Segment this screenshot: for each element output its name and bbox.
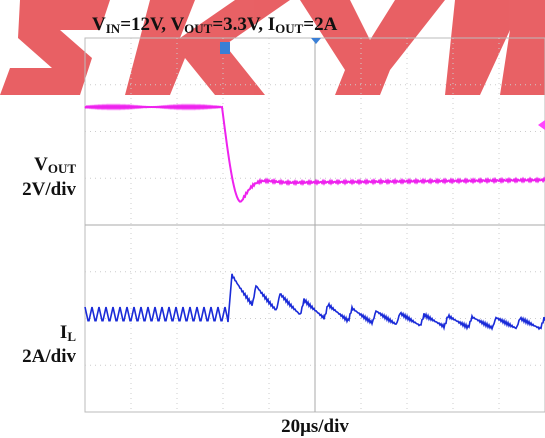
text-part: =12V, V bbox=[120, 14, 184, 35]
scope-screenshot: VIN=12V, VOUT=3.3V, IOUT=2A VOUT 2V/div … bbox=[0, 0, 545, 438]
text-part: I bbox=[60, 322, 67, 343]
title: VIN=12V, VOUT=3.3V, IOUT=2A bbox=[92, 14, 338, 36]
channel-scale: 2V/div bbox=[22, 179, 76, 200]
title-text: VIN=12V, VOUT=3.3V, IOUT=2A bbox=[92, 14, 338, 36]
channel-marker bbox=[538, 120, 545, 130]
channel-name: VOUT bbox=[34, 154, 76, 176]
time-marker bbox=[311, 38, 321, 44]
trigger-marker bbox=[220, 42, 230, 54]
subscript: OUT bbox=[275, 21, 304, 36]
timebase: 20μs/div bbox=[281, 416, 349, 437]
subscript: OUT bbox=[184, 21, 213, 36]
channel-name: IL bbox=[60, 322, 76, 344]
subscript: L bbox=[67, 329, 76, 344]
text-part: =3.3V, I bbox=[212, 14, 275, 35]
text-part: =2A bbox=[303, 14, 337, 35]
subscript: IN bbox=[106, 21, 121, 36]
text-part: V bbox=[92, 14, 106, 35]
text-part: V bbox=[34, 154, 48, 175]
channel-scale: 2A/div bbox=[22, 346, 76, 367]
subscript: OUT bbox=[48, 161, 77, 176]
